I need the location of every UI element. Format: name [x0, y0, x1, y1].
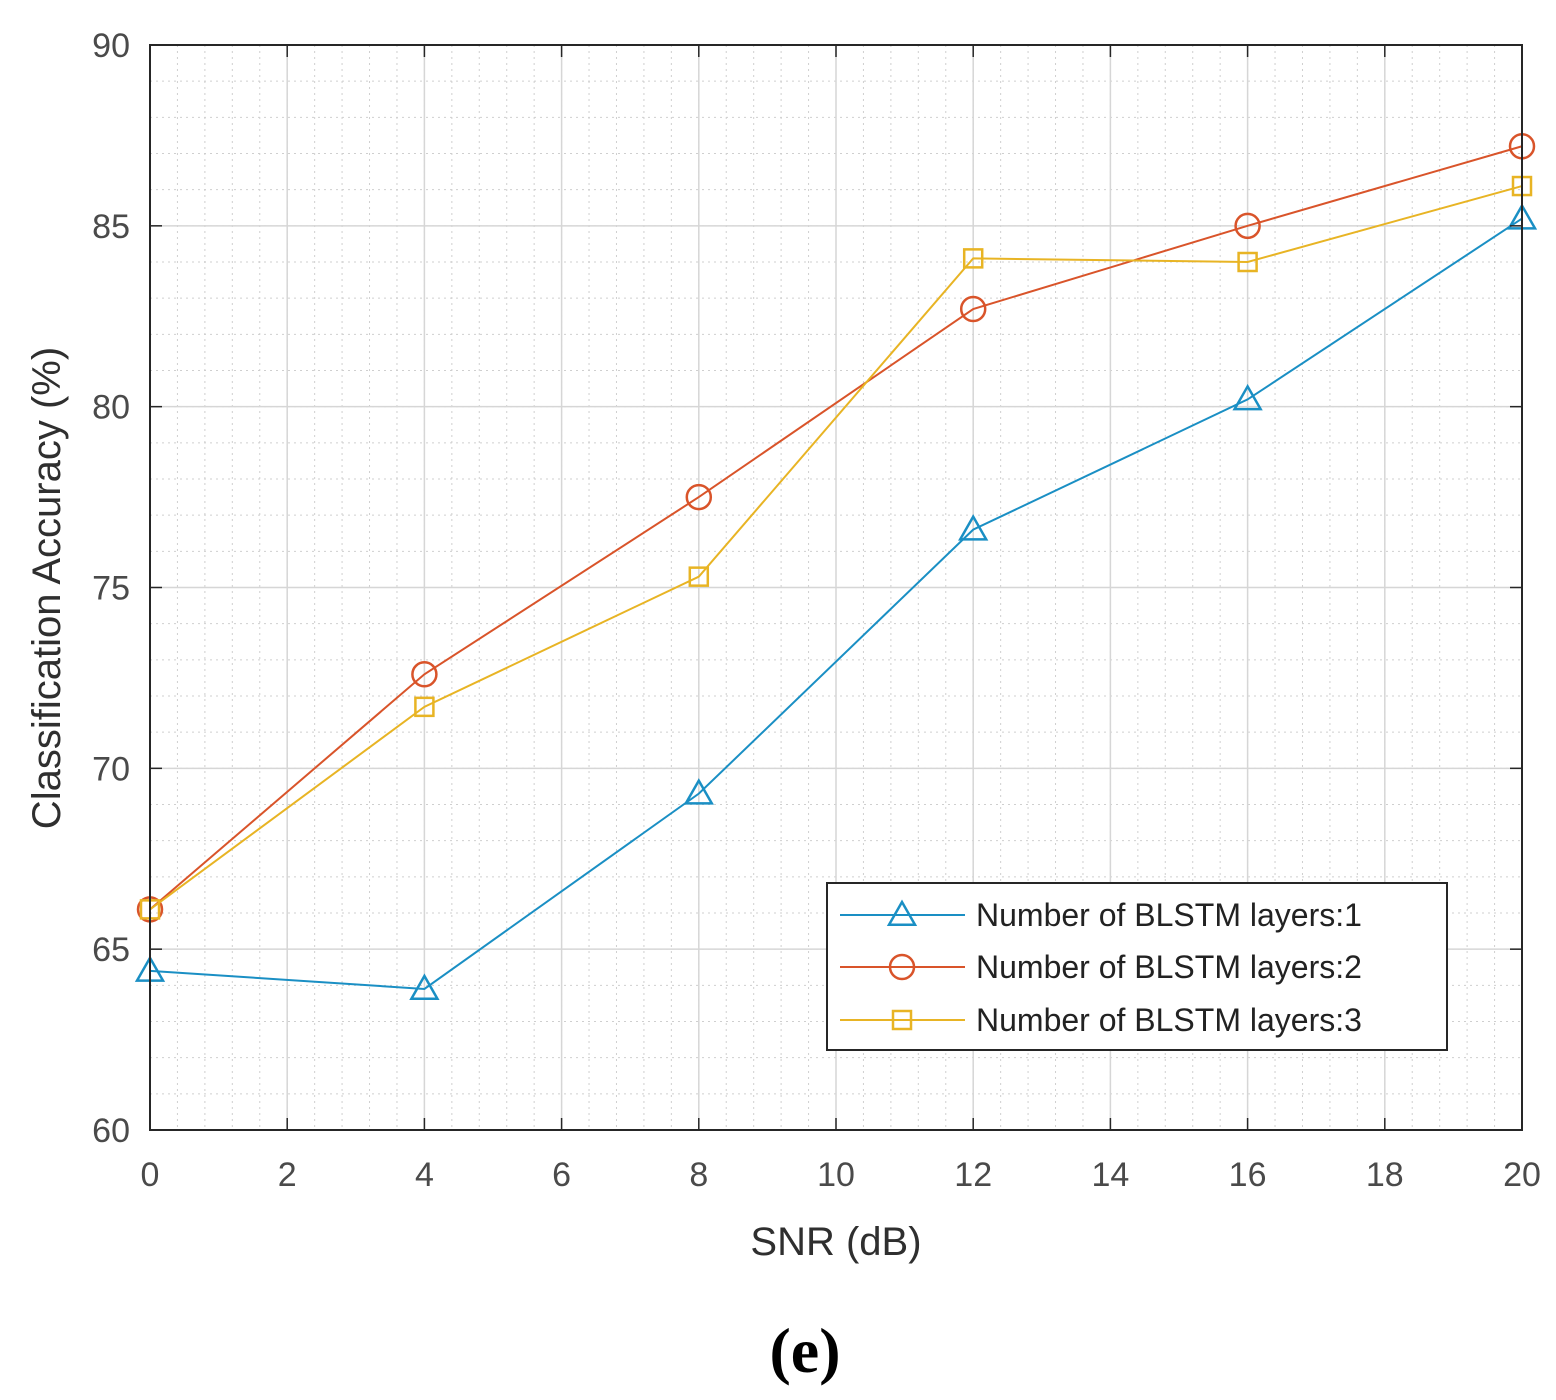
legend-marker-3 [891, 1009, 913, 1031]
y-tick-label-60: 60 [92, 1112, 130, 1150]
y-tick-label-70: 70 [92, 750, 130, 788]
axes-frame [149, 44, 1523, 1131]
series-3-point-8 [688, 566, 710, 587]
series-2-point-8 [685, 483, 713, 511]
y-tick-label-75: 75 [92, 570, 130, 608]
series-2-line [149, 145, 1523, 911]
x-tick-label-10: 10 [817, 1156, 855, 1194]
series-1-point-16 [1232, 383, 1263, 411]
series-2-point-4 [411, 661, 438, 688]
series-1-line [149, 217, 1523, 990]
series-3-line [149, 185, 1523, 911]
series-3-point-16 [1237, 251, 1258, 273]
x-tick-label-2: 2 [278, 1156, 297, 1194]
y-tick-label-90: 90 [92, 27, 130, 65]
y-tick-label-85: 85 [92, 208, 130, 246]
series-3-point-4 [414, 696, 435, 718]
y-tick-label-65: 65 [92, 931, 130, 969]
x-tick-label-14: 14 [1091, 1156, 1129, 1194]
panel-label: (e) [769, 1315, 840, 1386]
legend-label-3: Number of BLSTM layers:3 [976, 1002, 1362, 1038]
x-tick-label-6: 6 [552, 1156, 571, 1194]
legend: Number of BLSTM layers:1 Number of BLSTM … [826, 882, 1448, 1051]
tick-labels: 0 2 4 6 8 10 12 14 16 18 20 60 65 70 75 80 85 90 [92, 27, 1541, 1194]
series-1-point-8 [683, 778, 714, 805]
legend-marker-1 [886, 899, 918, 926]
x-tick-label-4: 4 [415, 1156, 434, 1194]
series-3-point-12 [962, 248, 984, 269]
x-axis-label: SNR (dB) [750, 1220, 921, 1264]
x-tick-label-12: 12 [954, 1156, 992, 1194]
x-tick-label-16: 16 [1229, 1156, 1267, 1194]
legend-label-2: Number of BLSTM layers:2 [976, 949, 1362, 985]
series-1-point-12 [958, 514, 989, 541]
series-1-point-4 [409, 973, 440, 1000]
y-tick-label-80: 80 [92, 389, 130, 427]
series-2-point-16 [1234, 212, 1261, 240]
x-tick-label-18: 18 [1366, 1156, 1404, 1194]
x-tick-label-20: 20 [1503, 1156, 1541, 1194]
y-axis-label: Classification Accuracy (%) [25, 347, 69, 829]
x-tick-label-8: 8 [689, 1156, 708, 1194]
legend-marker-2 [888, 953, 916, 981]
x-tick-label-0: 0 [141, 1156, 160, 1194]
legend-label-1: Number of BLSTM layers:1 [976, 897, 1362, 933]
series-2-point-12 [959, 295, 987, 323]
